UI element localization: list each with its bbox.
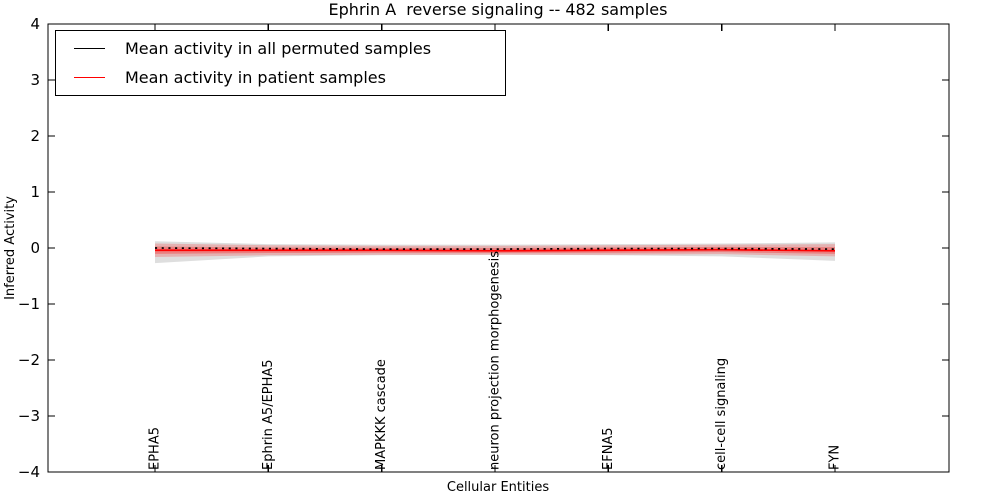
- y-tick-label: −1: [18, 295, 40, 313]
- x-category-label: EFNA5: [601, 427, 616, 470]
- legend-line-permuted-icon: [74, 48, 105, 49]
- y-tick-label: −3: [18, 407, 40, 425]
- y-tick-label: 1: [30, 183, 40, 201]
- y-tick-label: 2: [30, 127, 40, 145]
- x-axis-label: Cellular Entities: [447, 480, 549, 495]
- y-tick-labels: 4 3 2 1 0 −1 −2 −3 −4: [18, 15, 40, 481]
- legend-label-permuted: Mean activity in all permuted samples: [125, 39, 432, 58]
- x-category-label: Ephrin A5/EPHA5: [261, 359, 276, 470]
- y-tick-label: −2: [18, 351, 40, 369]
- y-tick-label: 4: [30, 15, 40, 33]
- confidence-band-0: [155, 241, 835, 264]
- x-category-label: MAPKKK cascade: [374, 359, 389, 470]
- legend-item-permuted: Mean activity in all permuted samples: [56, 38, 505, 60]
- x-category-label: neuron projection morphogenesis: [488, 251, 503, 470]
- y-tick-label: −4: [18, 463, 40, 481]
- legend: Mean activity in all permuted samples Me…: [55, 30, 506, 96]
- x-category-label: EPHA5: [148, 427, 163, 470]
- series-line-1: [155, 248, 836, 252]
- series-lines: [154, 247, 836, 252]
- x-category-label: FYN: [828, 445, 843, 470]
- legend-item-patient: Mean activity in patient samples: [56, 67, 505, 89]
- y-tick-label: 0: [30, 239, 40, 257]
- legend-line-patient-icon: [74, 77, 105, 78]
- y-axis-label: Inferred Activity: [3, 196, 18, 300]
- x-category-labels: EPHA5 Ephrin A5/EPHA5 MAPKKK cascade neuron…: [148, 251, 843, 470]
- chart-title: Ephrin A reverse signaling -- 482 sample…: [329, 0, 668, 19]
- legend-label-patient: Mean activity in patient samples: [125, 68, 386, 87]
- x-category-label: cell-cell signaling: [714, 358, 729, 470]
- y-tick-label: 3: [30, 71, 40, 89]
- axis-ticks: [48, 23, 949, 473]
